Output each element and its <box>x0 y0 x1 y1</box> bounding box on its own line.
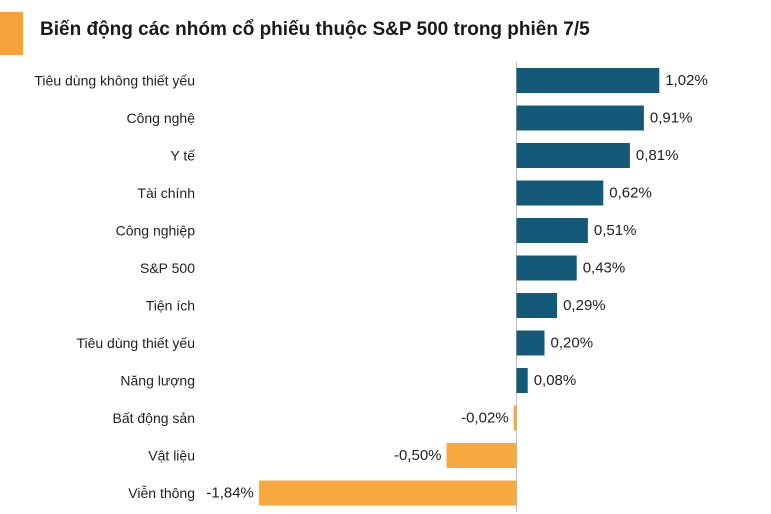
data-label: 0,62% <box>609 185 652 202</box>
category-label: Công nghiệp <box>116 223 196 239</box>
category-label: Công nghệ <box>126 110 195 126</box>
data-label: 1,02% <box>665 72 708 89</box>
bar <box>516 330 545 356</box>
bar <box>516 68 660 93</box>
bar <box>446 443 517 468</box>
data-label: -0,02% <box>461 410 509 427</box>
bar <box>513 405 517 431</box>
category-label: Tiêu dùng không thiết yếu <box>34 73 195 89</box>
category-label: Vật liệu <box>148 448 195 464</box>
bar <box>516 293 558 318</box>
chart-title: Biến động các nhóm cổ phiếu thuộc S&P 50… <box>40 19 590 40</box>
data-labels: 1,02% 0,91% 0,81% 0,62% 0,51% 0,43% 0,29% 0,20%… <box>206 72 707 502</box>
category-label: Năng lượng <box>120 373 195 389</box>
bar <box>516 368 528 393</box>
data-label: 0,20% <box>551 335 594 352</box>
data-label: 0,91% <box>650 110 693 127</box>
data-label: 0,51% <box>594 222 637 239</box>
bar <box>516 143 630 168</box>
bar <box>516 218 588 243</box>
category-label: S&P 500 <box>140 260 195 276</box>
bars <box>258 68 660 506</box>
data-label: -1,84% <box>206 485 254 502</box>
category-labels: Tiêu dùng không thiết yếu Công nghệ Y tế Tà… <box>34 73 195 502</box>
category-label: Viễn thông <box>128 485 195 501</box>
category-label: Tiêu dùng thiết yếu <box>76 335 195 351</box>
category-label: Tiện ích <box>146 298 195 314</box>
category-label: Bất động sản <box>112 410 195 426</box>
category-label: Tài chính <box>137 185 195 201</box>
bar <box>516 255 577 281</box>
bar <box>516 105 644 131</box>
data-label: 0,81% <box>636 147 679 164</box>
data-label: 0,08% <box>534 372 577 389</box>
data-label: 0,43% <box>583 260 626 277</box>
bar <box>258 480 517 506</box>
category-label: Y tế <box>170 148 195 164</box>
title-accent-bar <box>0 12 23 55</box>
bar <box>516 180 604 206</box>
data-label: 0,29% <box>563 297 606 314</box>
data-label: -0,50% <box>394 447 442 464</box>
